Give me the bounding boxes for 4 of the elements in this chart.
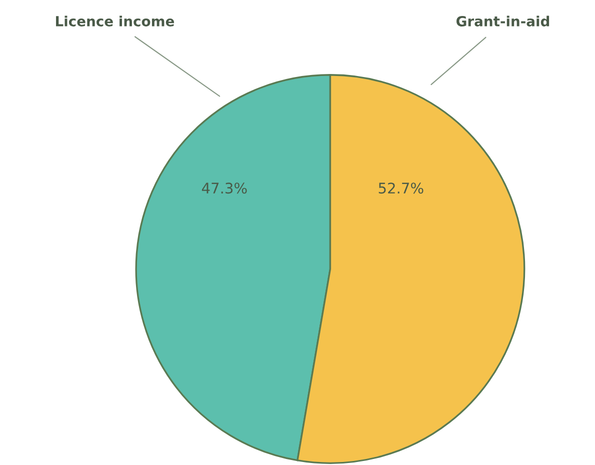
slice-label: Grant-in-aid [456,16,550,26]
data-label: 47.3% [202,182,247,194]
slice-label: Licence income [56,16,174,26]
data-label: 52.7% [378,182,424,194]
